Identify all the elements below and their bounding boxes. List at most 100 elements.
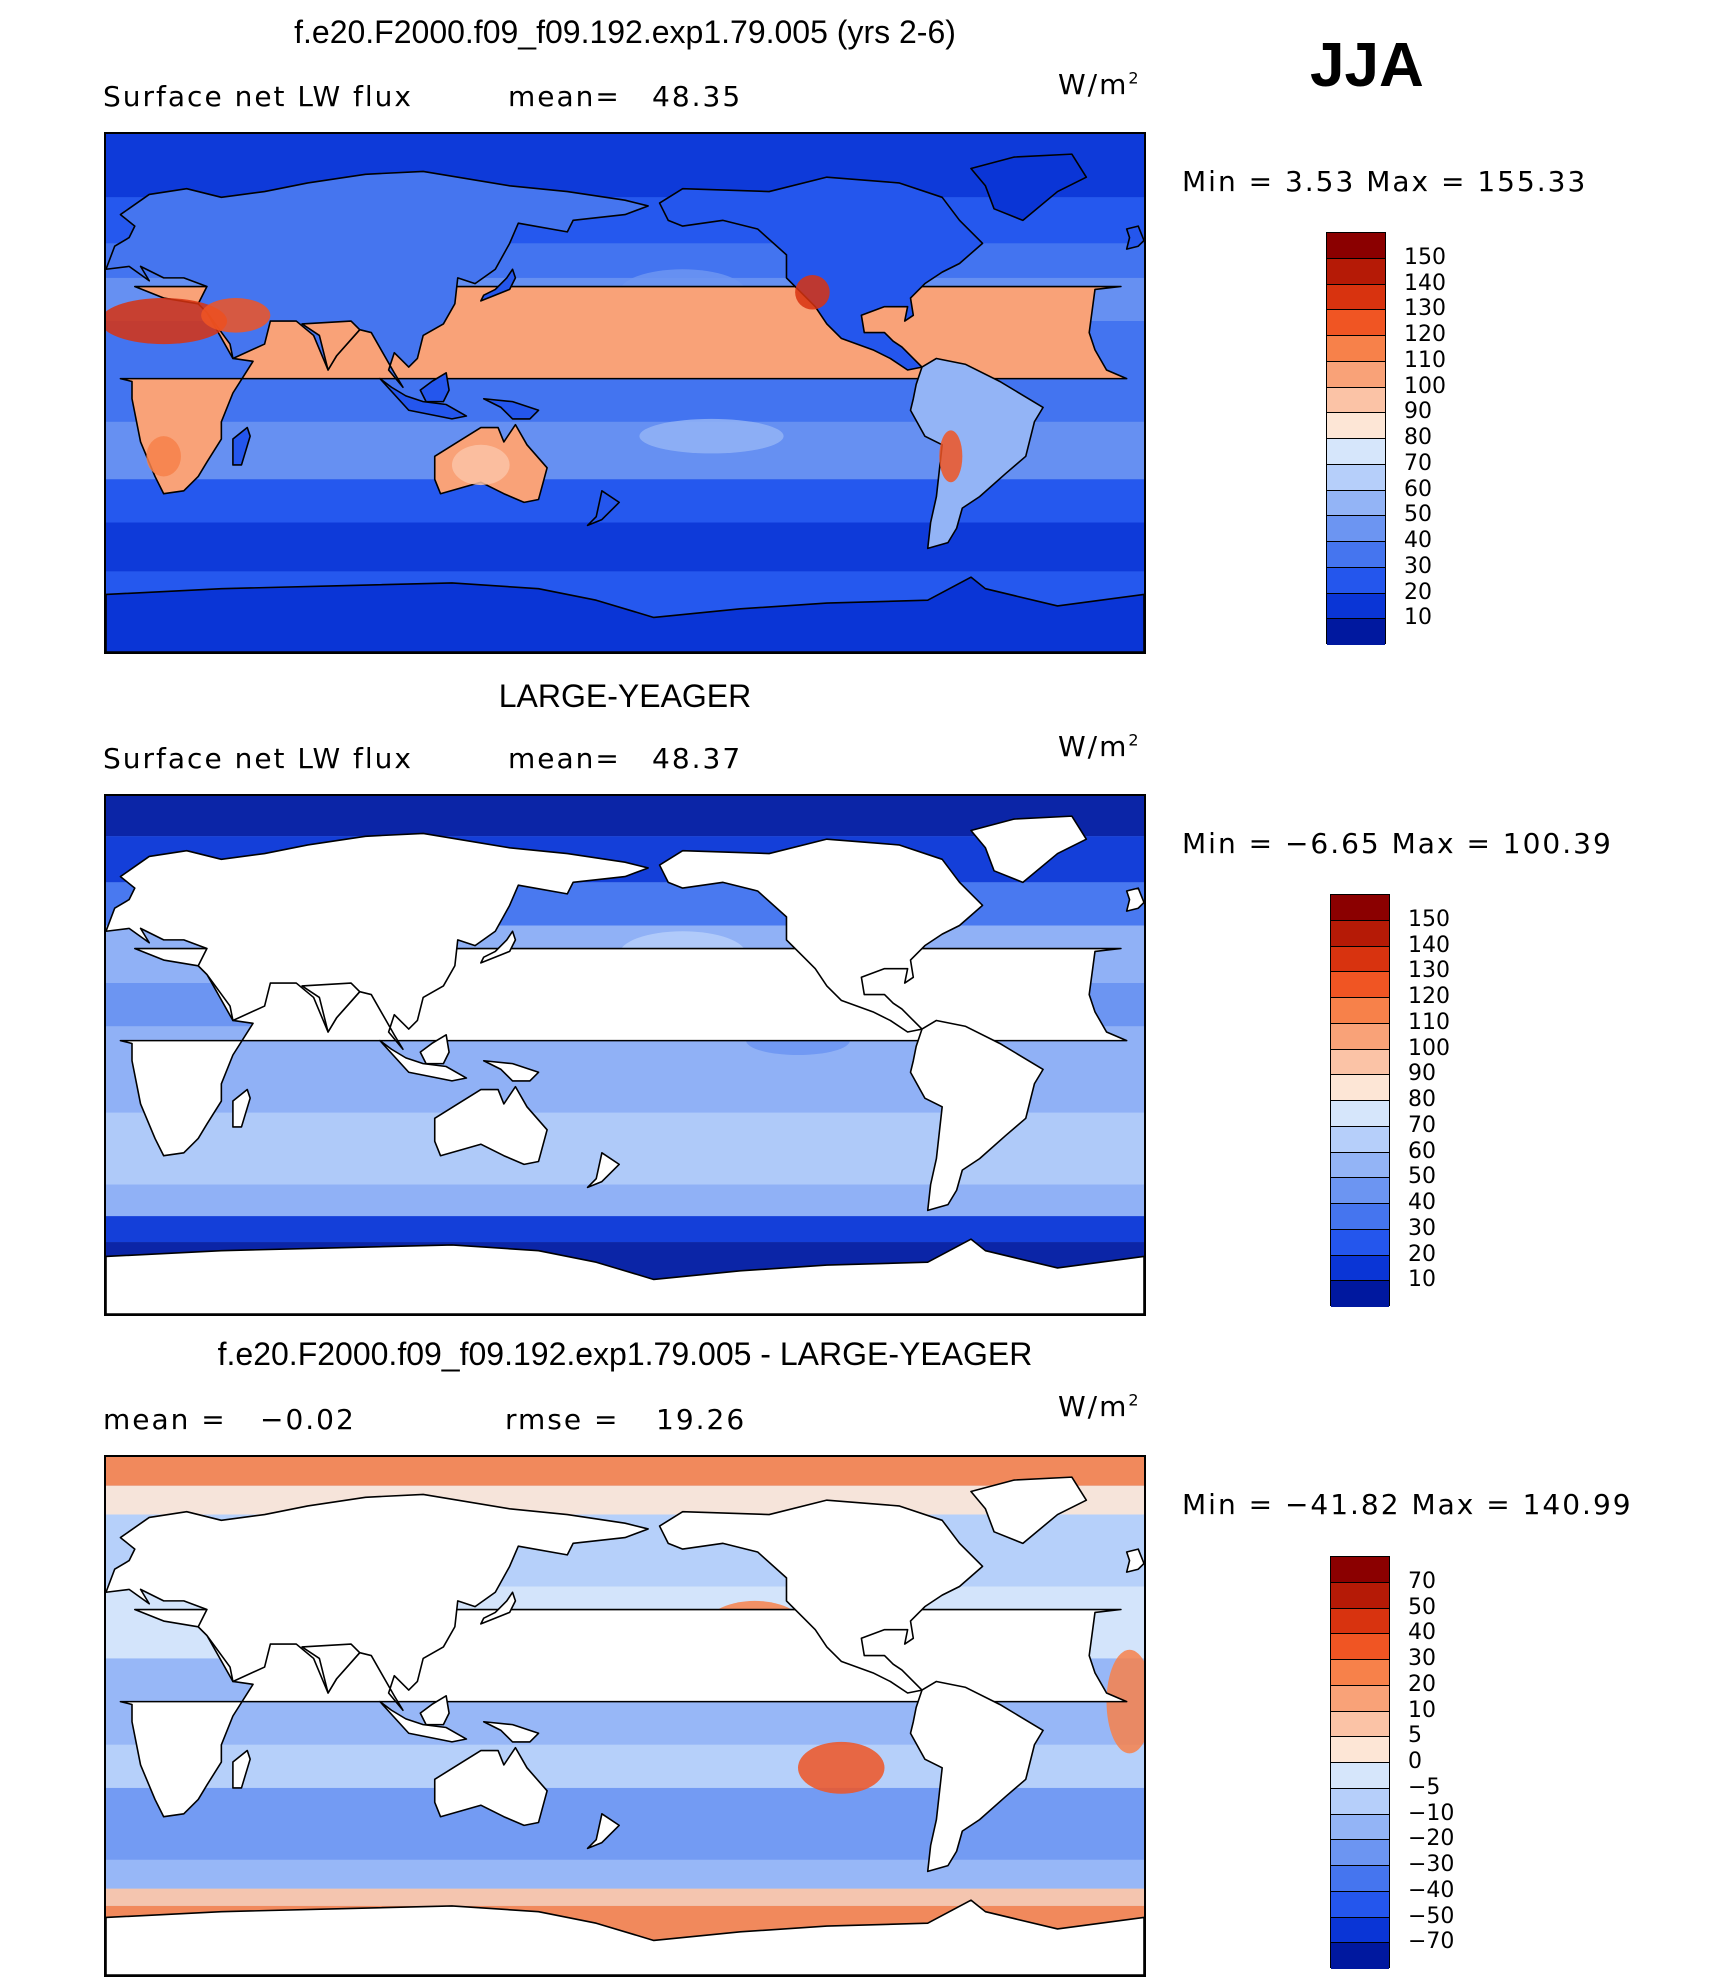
colorbar-tick-label: −10 <box>1408 1800 1455 1826</box>
panel-2-title: LARGE-YEAGER <box>498 678 752 714</box>
landmass-uk <box>1125 1548 1144 1573</box>
landmass-india_fix <box>301 1643 361 1694</box>
panel-1-units: W/m2 <box>1058 68 1141 101</box>
landmass-japan <box>480 1591 517 1625</box>
map-canvas <box>106 1457 1144 1975</box>
colorbar-cell <box>1327 361 1385 388</box>
field-hotspot <box>146 436 181 477</box>
field-blob <box>639 418 784 454</box>
panel-1-minmax: Min = 3.53 Max = 155.33 <box>1182 165 1588 198</box>
colorbar-cell <box>1327 542 1385 568</box>
colorbar-cell <box>1331 1049 1389 1076</box>
colorbar-cell <box>1331 1788 1389 1815</box>
landmass-greenland <box>970 1476 1088 1545</box>
panel-3-mean-value: −0.02 <box>260 1403 356 1436</box>
landmass-borneo <box>419 372 450 403</box>
colorbar-cell <box>1331 1711 1389 1738</box>
panel-1-colorbar <box>1326 232 1386 645</box>
landmass-greenland <box>970 815 1088 884</box>
landmass-png <box>482 1059 540 1082</box>
panel-2-center-label: mean= <box>508 742 621 775</box>
panel-2-colorbar <box>1330 894 1390 1307</box>
colorbar-tick-label: 10 <box>1408 1267 1436 1293</box>
landmass-madagascar <box>232 1749 251 1789</box>
colorbar-tick-label: 5 <box>1408 1723 1422 1749</box>
colorbar-tick-label: 40 <box>1404 528 1432 553</box>
landmass-png <box>482 1720 540 1743</box>
panel-2-left-label: Surface net LW flux <box>103 742 413 775</box>
field-blob <box>797 1741 885 1794</box>
colorbar-tick-label: 70 <box>1404 450 1432 476</box>
landmass-antarctica <box>106 1899 1144 1975</box>
colorbar-cell <box>1331 1608 1389 1635</box>
colorbar-tick-label: 10 <box>1404 605 1432 631</box>
colorbar-cell <box>1331 1229 1389 1256</box>
colorbar-tick-label: 40 <box>1408 1620 1436 1646</box>
colorbar-cell <box>1331 1582 1389 1609</box>
colorbar-cell <box>1327 516 1385 542</box>
season-label: JJA <box>1310 31 1424 100</box>
colorbar-tick-label: 90 <box>1408 1061 1436 1087</box>
colorbar-cell <box>1331 1101 1389 1127</box>
landmass-png <box>482 397 540 420</box>
field-band <box>106 796 1144 837</box>
panel-1-mean-value: 48.35 <box>652 80 743 113</box>
landmass-indonesia <box>379 377 468 420</box>
colorbar-cell <box>1327 593 1385 620</box>
colorbar-cell <box>1331 1075 1389 1101</box>
colorbar-cell <box>1327 413 1385 439</box>
landmass-borneo <box>419 1034 450 1065</box>
colorbar-cell <box>1327 567 1385 594</box>
field-hotspot <box>201 298 271 333</box>
panel-3-left-label: mean = <box>103 1403 227 1436</box>
field-band <box>106 134 1144 198</box>
landmass-antarctica <box>106 576 1144 652</box>
landmass-japan <box>480 268 517 302</box>
landmass-australia <box>433 1746 548 1827</box>
colorbar-cell <box>1327 464 1385 491</box>
panel-2-minmax: Min = −6.65 Max = 100.39 <box>1182 827 1613 860</box>
field-hotspot <box>106 298 228 345</box>
field-band <box>106 1485 1144 1515</box>
colorbar-tick-label: 80 <box>1404 425 1432 450</box>
landmass-madagascar <box>232 426 251 466</box>
map-canvas <box>106 796 1144 1314</box>
colorbar-tick-label: 120 <box>1404 322 1446 347</box>
colorbar-tick-label: 90 <box>1404 399 1432 425</box>
landmass-australia <box>433 1085 548 1166</box>
landmass-samerica <box>909 1680 1044 1873</box>
colorbar-tick-label: 20 <box>1408 1241 1436 1267</box>
panel-3-title: f.e20.F2000.f09_f09.192.exp1.79.005 - LA… <box>217 1336 1033 1372</box>
colorbar-tick-label: 20 <box>1404 579 1432 605</box>
colorbar-tick-label: −30 <box>1408 1852 1455 1877</box>
panel-1-left-label: Surface net LW flux <box>103 80 413 113</box>
field-band <box>106 1457 1144 1486</box>
colorbar-cell <box>1331 1840 1389 1866</box>
colorbar-cell <box>1331 920 1389 947</box>
colorbar-tick-label: 120 <box>1408 984 1450 1009</box>
colorbar-cell <box>1331 1660 1389 1686</box>
colorbar-cell <box>1331 1737 1389 1763</box>
landmass-madagascar <box>232 1088 251 1128</box>
colorbar-tick-label: 150 <box>1408 906 1450 932</box>
colorbar-tick-label: −50 <box>1408 1903 1455 1929</box>
landmass-india_fix <box>301 320 361 371</box>
colorbar-cell <box>1331 1917 1389 1944</box>
landmass-indonesia <box>379 1039 468 1082</box>
colorbar-cell <box>1327 619 1385 645</box>
colorbar-tick-label: 140 <box>1408 932 1450 958</box>
colorbar-cell <box>1331 1814 1389 1841</box>
landmass-eurasia <box>106 1493 649 1712</box>
colorbar-cell <box>1327 490 1385 517</box>
colorbar-tick-label: 130 <box>1404 296 1446 322</box>
colorbar-cell <box>1331 1891 1389 1918</box>
landmass-indonesia <box>379 1700 468 1743</box>
colorbar-tick-label: 60 <box>1408 1138 1436 1164</box>
colorbar-tick-label: 20 <box>1408 1671 1436 1697</box>
colorbar-tick-label: 0 <box>1408 1749 1422 1774</box>
field-band <box>106 1184 1144 1217</box>
panel-1-map <box>104 132 1146 654</box>
panel-3-center-label: rmse = <box>505 1403 620 1436</box>
panel-3-colorbar <box>1330 1556 1390 1969</box>
colorbar-tick-label: −20 <box>1408 1826 1455 1852</box>
